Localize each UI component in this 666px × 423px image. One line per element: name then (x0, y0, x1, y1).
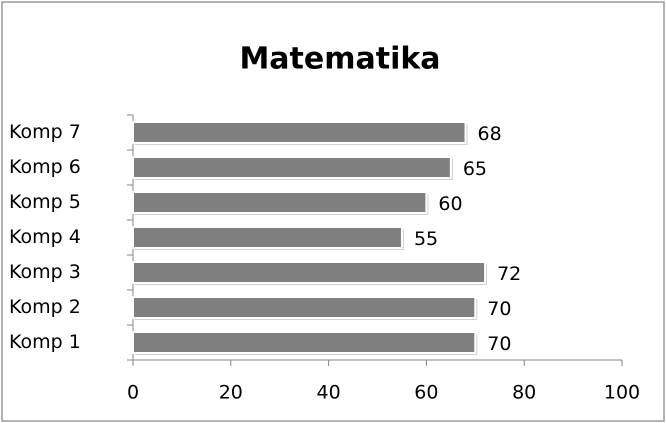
bar (132, 156, 452, 179)
value-label: 70 (487, 333, 511, 355)
y-tick-label: Komp 5 (9, 191, 81, 213)
y-tick-label: Komp 3 (9, 261, 81, 283)
x-tick-label: 0 (127, 382, 139, 404)
bar (132, 296, 477, 319)
y-tick-label: Komp 1 (9, 331, 81, 353)
x-tick-label: 20 (219, 382, 243, 404)
value-label: 70 (487, 298, 511, 320)
value-label: 68 (478, 123, 502, 145)
bar (132, 121, 467, 144)
x-tick-label: 60 (414, 382, 438, 404)
y-tick-label: Komp 7 (9, 121, 81, 143)
bar (132, 226, 403, 249)
bar (132, 191, 428, 214)
value-label: 65 (463, 158, 487, 180)
chart-title: Matematika (239, 42, 440, 77)
value-label: 55 (414, 228, 438, 250)
x-tick-label: 80 (512, 382, 536, 404)
y-tick-label: Komp 4 (9, 226, 81, 248)
value-label: 60 (438, 193, 462, 215)
y-tick-label: Komp 2 (9, 296, 81, 318)
x-tick-label: 40 (317, 382, 341, 404)
y-tick-label: Komp 6 (9, 156, 81, 178)
x-tick-label: 100 (604, 382, 640, 404)
bar (132, 261, 487, 284)
value-label: 72 (497, 263, 521, 285)
bar (132, 331, 477, 354)
